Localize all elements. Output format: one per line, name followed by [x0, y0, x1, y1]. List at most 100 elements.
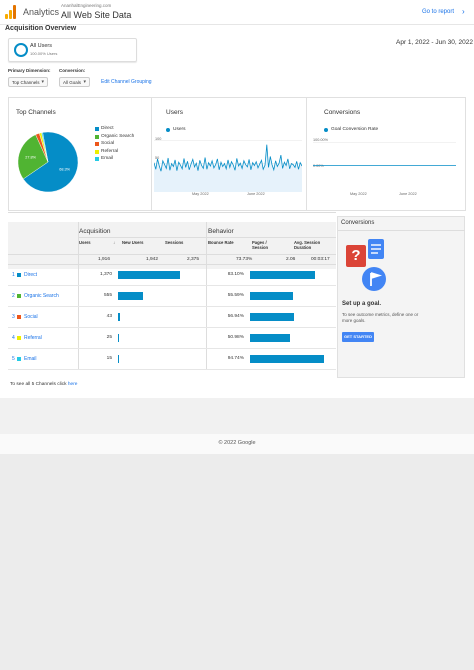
users-value: 25: [106, 335, 112, 340]
date-range-picker[interactable]: Apr 1, 2022 - Jun 30, 2022: [396, 39, 473, 46]
users-bar: [118, 313, 120, 321]
row-number: 4: [12, 335, 15, 341]
users-value: 1,370: [99, 272, 112, 277]
bounce-rate-bar: [250, 313, 295, 321]
users-y-bottom: 50: [155, 156, 160, 160]
bounce-rate-bar: [250, 355, 324, 363]
channel-link[interactable]: Organic Search: [24, 293, 59, 299]
conversion-label: Conversion:: [59, 68, 86, 73]
segment-card[interactable]: All Users 100.00% Users: [8, 38, 137, 62]
row-color-swatch: [17, 357, 21, 361]
pie-slice-label: 68.3%: [59, 167, 70, 171]
conversions-x-label: May 2022: [350, 192, 367, 196]
bounce-rate-bar: [250, 334, 290, 342]
sessions-column-header[interactable]: Sessions: [165, 240, 184, 245]
charts-row: [8, 97, 466, 211]
table-row: 2 Organic Search 555 55.59%: [8, 286, 336, 307]
conversion-value: All Goals: [63, 80, 82, 85]
document-icon: [368, 239, 384, 259]
users-x-label: June 2022: [247, 192, 265, 196]
users-line: [154, 144, 302, 172]
legend-label: Direct: [101, 126, 114, 131]
table-row: 4 Referral 25 50.98%: [8, 328, 336, 349]
table-row: 3 Social 43 56.94%: [8, 307, 336, 328]
legend-label: Email: [101, 156, 113, 161]
primary-dimension-dropdown[interactable]: Top Channels ▾: [8, 77, 48, 87]
conversion-dropdown[interactable]: All Goals ▾: [59, 77, 90, 87]
channel-link[interactable]: Social: [24, 314, 38, 320]
legend-swatch: [95, 142, 99, 146]
property-name[interactable]: All Web Site Data: [61, 10, 132, 20]
users-y-top: 100: [155, 137, 162, 141]
sort-desc-icon[interactable]: ↓: [113, 240, 116, 245]
total-new-users: 1,942: [146, 257, 159, 262]
users-bar: [118, 292, 144, 300]
conversions-line-chart: [313, 142, 456, 166]
conversions-legend-label: Goal Conversion Rate: [331, 127, 379, 132]
row-number: 3: [12, 314, 15, 320]
total-sessions: 2,375: [187, 257, 200, 262]
see-all-text: To see all 5 Channels click: [10, 382, 68, 387]
channel-link[interactable]: Direct: [24, 272, 38, 278]
setup-goal-description: To see outcome metrics, define one or mo…: [342, 312, 419, 323]
users-line-chart: [154, 140, 302, 192]
row-color-swatch: [17, 294, 21, 298]
bounce-rate-value: 55.59%: [227, 293, 244, 298]
conversions-panel-title: Conversions: [324, 109, 361, 116]
pie-slice-email[interactable]: [41, 132, 49, 163]
caret-down-icon: ▾: [83, 79, 86, 85]
row-number: 1: [12, 272, 15, 278]
row-color-swatch: [17, 273, 21, 277]
conversions-panel: Conversions Goal Conversion Rate 100.00%…: [306, 98, 465, 210]
table-header-bg: [8, 222, 336, 269]
get-started-button[interactable]: GET STARTED: [342, 332, 374, 342]
users-value: 43: [106, 314, 112, 319]
edit-channel-grouping-link[interactable]: Edit Channel Grouping: [101, 79, 152, 85]
users-column-header[interactable]: Users: [79, 240, 91, 245]
bounce-rate-value: 50.98%: [227, 335, 244, 340]
total-avg-session-duration: 00:03:17: [311, 257, 330, 262]
legend-swatch: [95, 134, 99, 139]
users-panel-title: Users: [166, 109, 183, 116]
segment-ring-icon: [14, 43, 28, 57]
account-name[interactable]: AnanhalEngineering.com: [61, 3, 112, 8]
page-background: [0, 454, 474, 670]
avg-session-duration-column-header[interactable]: Avg. Session Duration: [294, 240, 321, 250]
table-row: 5 Email 15 94.74%: [8, 349, 336, 370]
pages-session-column-header[interactable]: Pages / Session: [252, 240, 269, 250]
users-x-label: May 2022: [192, 192, 209, 196]
page-title: Acquisition Overview: [5, 25, 77, 32]
total-pages-session: 2.06: [286, 257, 296, 262]
see-all-link[interactable]: here: [67, 382, 78, 387]
see-all-channels: To see all 5 Channels click here: [10, 382, 77, 387]
bounce-rate-bar: [250, 292, 294, 300]
legend-swatch: [95, 157, 99, 161]
analytics-logo[interactable]: [5, 5, 17, 19]
conversions-x-label: June 2022: [399, 192, 417, 196]
conversions-y-bottom: 0.00%: [313, 164, 324, 168]
pie-slice-direct[interactable]: [22, 131, 79, 193]
report-spacer: [0, 398, 474, 434]
question-icon: ?: [346, 245, 366, 267]
channel-link[interactable]: Referral: [24, 335, 42, 341]
channel-link[interactable]: Email: [24, 356, 37, 362]
users-bar: [118, 355, 119, 363]
new-users-column-header[interactable]: New Users: [122, 240, 144, 245]
bounce-rate-value: 56.94%: [227, 314, 244, 319]
legend-swatch: [95, 149, 99, 154]
segment-percentage: 100.00% Users: [30, 51, 58, 56]
acquisition-group-header: Acquisition: [79, 228, 111, 235]
conversions-side-title: Conversions: [341, 220, 375, 226]
legend-label: Organic Search: [101, 133, 135, 139]
bounce-rate-column-header[interactable]: Bounce Rate: [208, 240, 234, 245]
app-name: Analytics: [23, 7, 60, 17]
goto-report-link[interactable]: Go to report: [422, 9, 455, 15]
bounce-rate-value: 94.74%: [227, 356, 244, 361]
behavior-group-header: Behavior: [208, 228, 234, 235]
chevron-right-icon[interactable]: ›: [462, 7, 465, 16]
row-color-swatch: [17, 336, 21, 340]
top-channels-title: Top Channels: [16, 109, 56, 116]
footer: [0, 434, 474, 454]
users-bar: [118, 334, 120, 342]
users-value: 555: [103, 293, 112, 298]
